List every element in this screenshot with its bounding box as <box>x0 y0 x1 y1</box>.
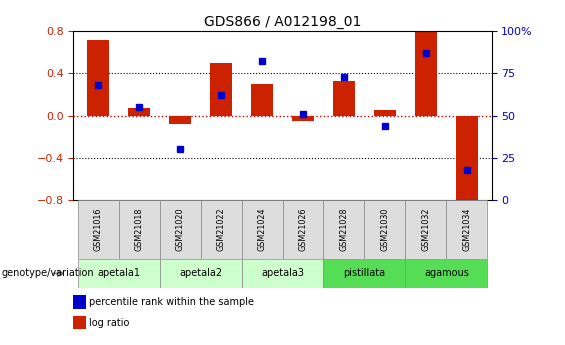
Bar <box>324 200 364 259</box>
Text: GSM21030: GSM21030 <box>380 208 389 251</box>
Bar <box>292 116 314 121</box>
Text: GSM21032: GSM21032 <box>421 208 431 251</box>
Bar <box>333 81 355 116</box>
Text: GSM21026: GSM21026 <box>298 208 307 251</box>
Text: GSM21016: GSM21016 <box>94 208 102 251</box>
Text: GSM21020: GSM21020 <box>176 208 185 251</box>
Title: GDS866 / A012198_01: GDS866 / A012198_01 <box>204 14 361 29</box>
Text: pistillata: pistillata <box>344 268 385 278</box>
Bar <box>406 200 446 259</box>
Bar <box>119 200 159 259</box>
Bar <box>159 259 241 288</box>
Bar <box>446 200 488 259</box>
Bar <box>364 200 406 259</box>
Bar <box>415 32 437 116</box>
Text: GSM21018: GSM21018 <box>134 208 144 251</box>
Text: GSM21028: GSM21028 <box>340 208 349 251</box>
Bar <box>241 200 282 259</box>
Bar <box>77 200 119 259</box>
Bar <box>169 116 192 124</box>
Text: log ratio: log ratio <box>89 318 129 327</box>
Text: agamous: agamous <box>424 268 469 278</box>
Bar <box>77 259 159 288</box>
Text: apetala1: apetala1 <box>97 268 140 278</box>
Bar <box>87 39 109 116</box>
Text: percentile rank within the sample: percentile rank within the sample <box>89 297 254 307</box>
Bar <box>128 108 150 116</box>
Text: apetala3: apetala3 <box>261 268 304 278</box>
Text: apetala2: apetala2 <box>179 268 222 278</box>
Bar <box>251 84 273 116</box>
Bar <box>210 63 232 116</box>
Bar <box>159 200 201 259</box>
Bar <box>282 200 324 259</box>
Text: genotype/variation: genotype/variation <box>1 268 94 278</box>
Text: GSM21022: GSM21022 <box>216 208 225 251</box>
Bar <box>456 116 478 200</box>
Bar <box>406 259 488 288</box>
Text: GSM21024: GSM21024 <box>258 208 267 251</box>
Bar <box>241 259 324 288</box>
Bar <box>324 259 406 288</box>
Text: GSM21034: GSM21034 <box>463 208 471 251</box>
Bar <box>373 110 396 116</box>
Bar <box>201 200 241 259</box>
